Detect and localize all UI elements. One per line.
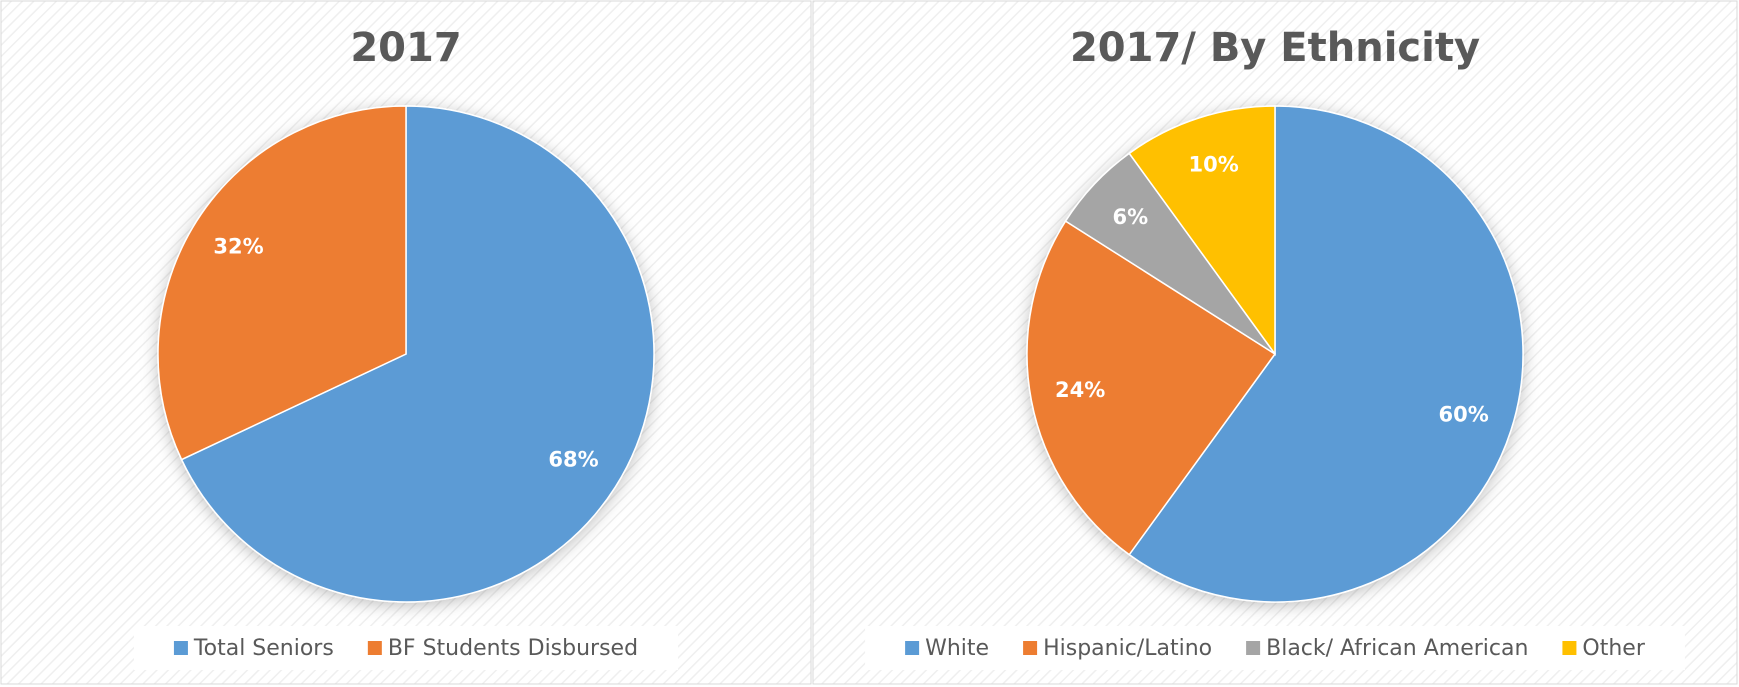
legend-label: Black/ African American [1266,636,1528,661]
legend-swatch [173,641,188,655]
legend-label: BF Students Disbursed [388,636,638,661]
chart-title: 2017 [350,25,461,71]
pie-slice [1128,105,1276,357]
legend-swatch [367,641,382,655]
legend-box [133,626,679,670]
data-label: 10% [1189,152,1239,176]
legend-box [865,626,1685,670]
pie-slice [1128,105,1524,603]
chart-title: 2017/ By Ethnicity [1070,25,1480,71]
legend-label: Total Seniors [193,636,334,661]
legend-swatch [1023,641,1038,655]
data-label: 6% [1113,205,1149,229]
legend-label: Hispanic/Latino [1043,636,1212,661]
pie [157,105,655,603]
legend-swatch [1246,641,1261,655]
pie-slice [1026,220,1277,556]
legend-swatch [1562,641,1577,655]
pie [1026,105,1524,603]
data-label: 24% [1055,378,1105,402]
legend: Total Seniors BF Students Disbursed [133,626,679,670]
data-label: 32% [213,235,263,259]
data-label: 60% [1439,402,1489,426]
pie-slice [180,105,655,603]
pie-slice [157,105,407,461]
data-label: 68% [548,447,598,471]
legend-swatch [905,641,920,655]
legend-label: Other [1582,636,1645,661]
legend-label: White [925,636,989,661]
legend: White Hispanic/Latino Black/ African Ameri… [865,626,1685,670]
